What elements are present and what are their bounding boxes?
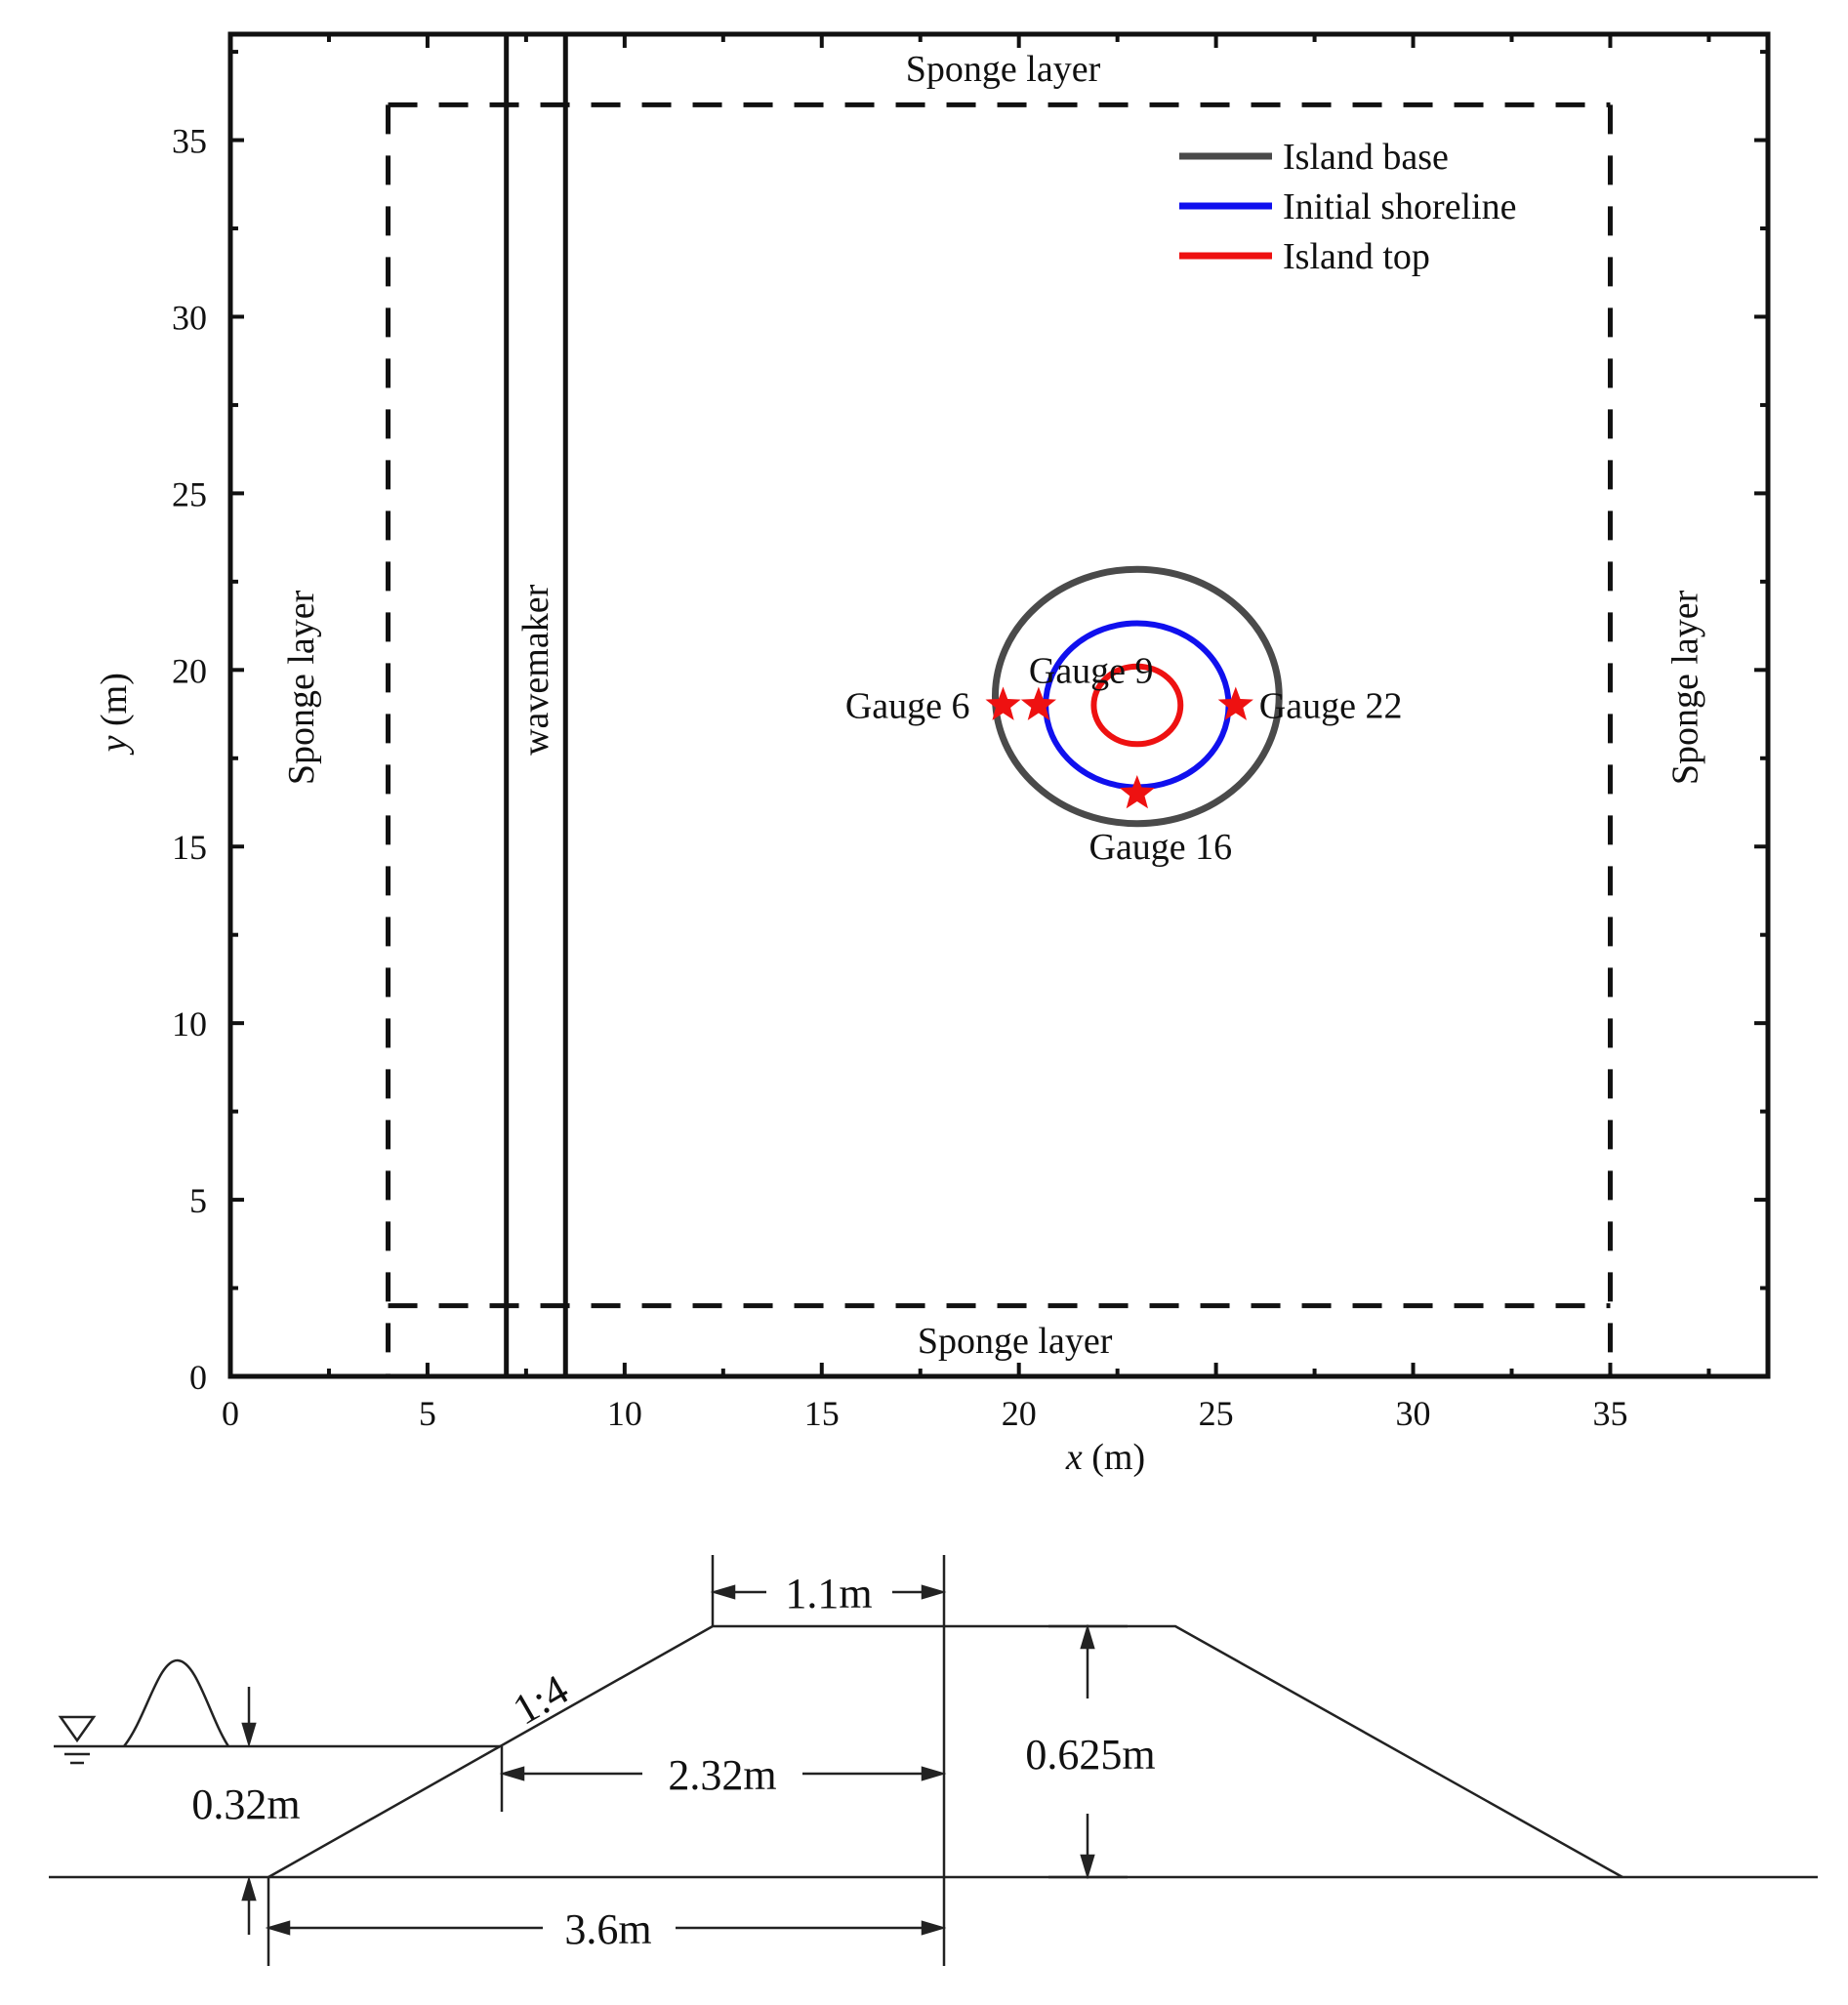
solitary-wave	[123, 1658, 230, 1747]
legend-label: Island base	[1283, 137, 1449, 178]
gauge-star-2	[1020, 686, 1056, 720]
wavemaker-label: wavemaker	[515, 584, 556, 755]
gauge-label: Gauge 16	[1089, 827, 1233, 868]
x-tick-label: 15	[804, 1394, 840, 1433]
y-axis-unit: (m)	[94, 673, 135, 735]
gauge-label: Gauge 9	[1029, 651, 1154, 692]
plan-view: Gauge 6 Gauge 9 Gauge 22 Gauge 16 0 5 10 15 20 2…	[94, 31, 1771, 1478]
wavemaker-lines	[504, 34, 568, 1376]
y-axis-label: y (m)	[94, 673, 135, 756]
initial-shoreline-contour	[1043, 620, 1232, 791]
x-axis-variable: x	[1065, 1437, 1083, 1478]
plot-frame	[227, 31, 1771, 1379]
island-base-contour	[991, 565, 1283, 828]
gauge-label: Gauge 6	[845, 686, 970, 727]
dim-base-arrowhead-left	[265, 1920, 291, 1936]
sponge-boundaries	[386, 102, 1613, 1376]
y-axis-variable: y	[94, 735, 135, 756]
dim-height-arrowhead-bottom	[1080, 1854, 1095, 1880]
dim-shore-label: 2.32m	[668, 1751, 776, 1799]
y-tick-label: 20	[172, 651, 207, 690]
sponge-label-right: Sponge layer	[1664, 590, 1705, 785]
gauge-star-3	[1217, 686, 1253, 720]
wave-height-arrowhead	[241, 1722, 257, 1748]
dim-height-arrowhead-top	[1080, 1623, 1095, 1650]
axis-ticks	[228, 34, 1768, 1378]
gauge-star-1	[985, 686, 1021, 720]
dim-height-label: 0.625m	[1025, 1731, 1155, 1779]
y-tick-label: 15	[172, 828, 207, 867]
gauge-markers: Gauge 6 Gauge 9 Gauge 22 Gauge 16	[845, 651, 1403, 868]
y-tick-label: 30	[172, 298, 207, 337]
slope-label: 1:4	[505, 1665, 576, 1735]
sponge-label-top: Sponge layer	[906, 49, 1101, 90]
x-tick-label: 35	[1592, 1394, 1627, 1433]
y-tick-label: 5	[189, 1181, 207, 1220]
dim-base-label: 3.6m	[564, 1905, 651, 1953]
dim-top-arrowhead-left	[710, 1584, 736, 1600]
legend-label: Island top	[1283, 236, 1430, 277]
y-tick-label: 25	[172, 474, 207, 513]
y-tick-label: 0	[189, 1358, 207, 1397]
water-level-symbol	[58, 1715, 97, 1743]
x-tick-label: 10	[607, 1394, 642, 1433]
x-axis-unit: (m)	[1083, 1437, 1145, 1478]
x-axis-label: x (m)	[1065, 1437, 1145, 1478]
axis-tick-labels: 0 5 10 15 20 25 30 35 0 5 10 15 20 25 30 35	[172, 122, 1627, 1433]
y-tick-label: 35	[172, 122, 207, 161]
depth-arrowhead	[241, 1875, 257, 1902]
island-profile-outline	[267, 1624, 1623, 1879]
depth-label: 0.32m	[191, 1780, 300, 1828]
dim-base-arrowhead-right	[921, 1920, 947, 1936]
x-tick-label: 0	[222, 1394, 239, 1433]
dim-shore-arrowhead-left	[499, 1766, 525, 1781]
island-profile	[49, 1555, 1818, 1966]
x-tick-label: 20	[1002, 1394, 1037, 1433]
island-top-contour	[1090, 663, 1184, 748]
sponge-label-left: Sponge layer	[281, 590, 322, 785]
dim-top-label: 1.1m	[785, 1570, 872, 1617]
gauge-star-4	[1119, 775, 1155, 809]
gauge-label: Gauge 22	[1259, 686, 1403, 727]
y-tick-label: 10	[172, 1004, 207, 1043]
dim-top-arrowhead-right	[921, 1584, 947, 1600]
x-tick-label: 30	[1396, 1394, 1431, 1433]
dim-shore-arrowhead-right	[921, 1766, 947, 1781]
x-tick-label: 25	[1199, 1394, 1234, 1433]
legend-label: Initial shoreline	[1283, 186, 1517, 227]
sponge-label-bottom: Sponge layer	[918, 1321, 1113, 1362]
legend: Island base Initial shoreline Island top	[1179, 137, 1517, 277]
x-tick-label: 5	[419, 1394, 436, 1433]
